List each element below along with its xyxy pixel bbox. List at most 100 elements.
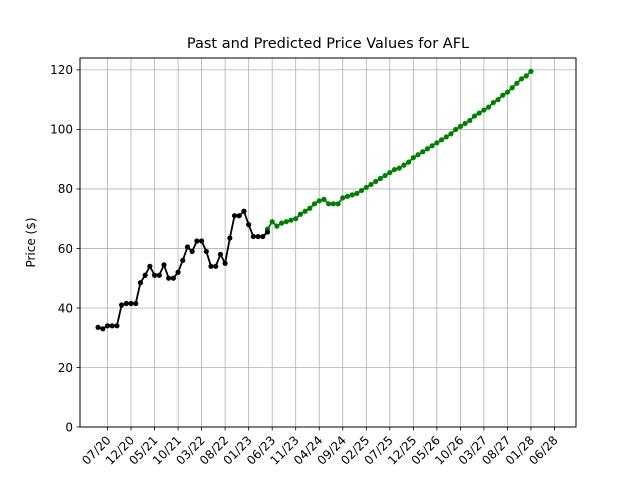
predicted-data-point	[462, 120, 468, 127]
predicted-data-point	[476, 110, 482, 116]
predicted-data-point	[528, 68, 534, 74]
predicted-data-point	[368, 181, 374, 188]
past-data-point	[137, 280, 144, 286]
y-tick-label: 40	[58, 301, 73, 315]
predicted-data-point	[471, 113, 478, 119]
past-data-point	[133, 300, 139, 307]
past-data-point	[109, 323, 115, 329]
predicted-data-point	[283, 219, 289, 225]
plot-area-frame	[79, 57, 577, 428]
predicted-data-point	[373, 178, 379, 185]
predicted-data-point	[302, 208, 308, 214]
predicted-data-point	[391, 166, 398, 173]
predicted-data-point	[415, 152, 421, 158]
predicted-data-point	[349, 192, 355, 198]
predicted-data-point	[500, 92, 506, 98]
predicted-data-point	[340, 195, 346, 201]
predicted-data-point	[438, 137, 445, 143]
predicted-data-point	[344, 193, 351, 199]
predicted-data-point	[448, 131, 454, 137]
past-data-point	[104, 323, 111, 329]
y-tick-label: 60	[58, 242, 73, 256]
predicted-data-point	[307, 205, 313, 211]
predicted-data-point	[429, 143, 435, 149]
y-tick-label: 80	[58, 182, 73, 196]
predicted-data-point	[330, 201, 336, 207]
past-data-point	[184, 244, 191, 250]
y-tick-label: 0	[65, 420, 73, 434]
predicted-data-point	[293, 216, 299, 222]
past-data-point	[119, 302, 125, 308]
predicted-data-point	[401, 162, 407, 168]
past-data-point	[189, 248, 195, 255]
series-layer	[95, 68, 534, 332]
predicted-data-point	[453, 126, 459, 133]
past-data-point	[260, 233, 266, 240]
predicted-data-point	[396, 165, 402, 171]
predicted-data-point	[523, 73, 529, 79]
predicted-data-point	[382, 172, 388, 179]
predicted-data-point	[481, 107, 487, 113]
y-axis-label: Price ($)	[24, 217, 38, 267]
past-data-point	[100, 326, 106, 332]
predicted-data-point	[486, 104, 492, 110]
chart-title: Past and Predicted Price Values for AFL	[187, 36, 469, 52]
past-data-point	[231, 213, 238, 219]
past-data-point	[203, 248, 209, 255]
past-data-point	[147, 263, 153, 269]
predicted-data-point	[288, 217, 294, 223]
past-data-point	[161, 262, 167, 268]
predicted-data-point	[490, 100, 496, 106]
predicted-data-point	[434, 140, 440, 146]
past-data-point	[170, 275, 176, 281]
predicted-data-point	[518, 76, 525, 82]
past-data-point	[222, 260, 228, 266]
past-data-point	[213, 263, 219, 269]
past-data-point	[123, 300, 129, 307]
grid-lines	[80, 58, 576, 428]
y-tick-label: 20	[58, 361, 73, 375]
past-data-point	[250, 233, 256, 240]
past-data-point	[241, 208, 247, 214]
predicted-data-point	[514, 80, 520, 86]
predicted-data-point	[377, 175, 384, 182]
predicted-data-point	[443, 134, 449, 140]
predicted-data-point	[274, 223, 280, 229]
past-data-point	[95, 324, 101, 330]
past-data-point	[166, 275, 172, 281]
predicted-data-point	[504, 89, 511, 95]
predicted-data-point	[321, 196, 327, 202]
predicted-data-point	[406, 159, 412, 165]
past-data-point	[208, 263, 214, 269]
y-tick-label: 100	[50, 123, 73, 137]
past-data-point	[264, 229, 271, 235]
past-data-point	[175, 269, 181, 275]
past-data-point	[227, 235, 233, 241]
predicted-data-point	[354, 190, 360, 196]
past-data-point	[151, 272, 158, 278]
predicted-data-point	[410, 155, 416, 161]
predicted-data-point	[297, 211, 304, 217]
y-tick-label: 120	[50, 63, 73, 77]
past-data-point	[142, 272, 148, 278]
past-data-point	[156, 272, 162, 278]
past-data-point	[236, 213, 242, 219]
predicted-data-point	[363, 184, 369, 191]
predicted-data-point	[495, 97, 501, 103]
past-data-point	[255, 233, 261, 240]
predicted-data-point	[335, 201, 341, 207]
predicted-data-point	[316, 198, 322, 204]
predicted-data-point	[311, 201, 318, 207]
predicted-data-point	[387, 169, 393, 176]
predicted-data-point	[326, 201, 332, 207]
predicted-data-point	[269, 219, 275, 225]
predicted-data-point	[358, 187, 365, 194]
past-data-point	[194, 238, 200, 244]
predicted-data-point	[509, 85, 515, 91]
predicted-data-point	[457, 123, 463, 130]
past-data-point	[114, 323, 120, 329]
predicted-data-point	[467, 117, 473, 124]
predicted-data-point	[420, 149, 426, 155]
